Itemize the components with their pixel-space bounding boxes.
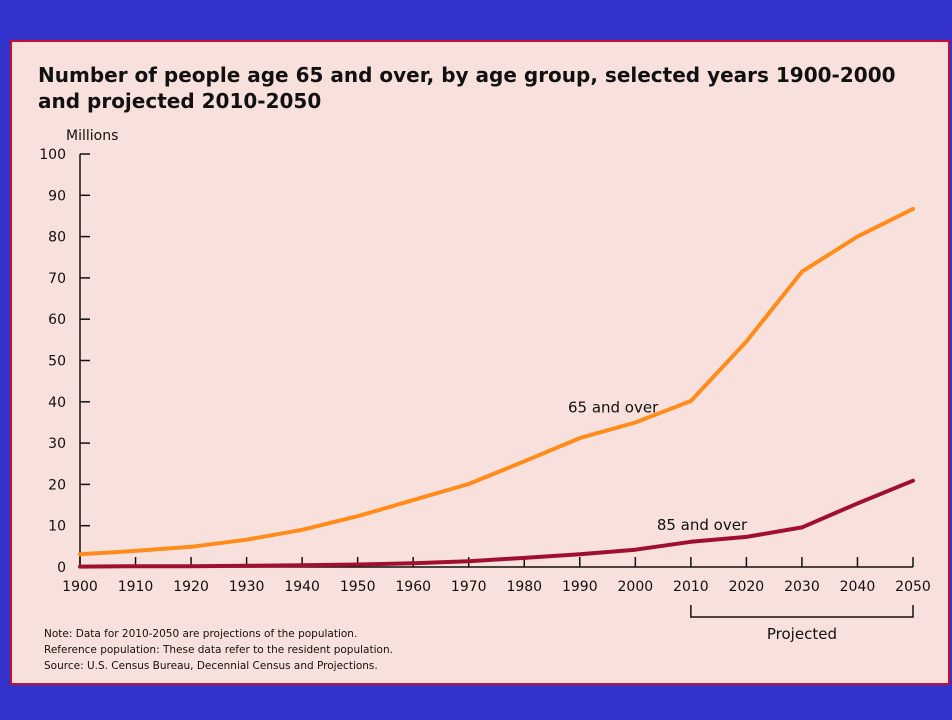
projected-bracket bbox=[690, 605, 914, 618]
y-tick-label: 20 bbox=[48, 477, 66, 493]
x-tick-label: 1900 bbox=[62, 579, 98, 595]
note-line: Note: Data for 2010-2050 are projections… bbox=[44, 628, 358, 640]
x-tick-label: 1980 bbox=[506, 579, 542, 595]
x-tick-label: 2020 bbox=[729, 579, 765, 595]
x-tick-label: 2010 bbox=[673, 579, 709, 595]
projected-label: Projected bbox=[767, 625, 837, 643]
x-tick-label: 2030 bbox=[784, 579, 820, 595]
y-tick-label: 60 bbox=[48, 312, 66, 328]
y-axis-label: Millions bbox=[66, 128, 119, 144]
x-tick-label: 1910 bbox=[118, 579, 154, 595]
y-tick-label: 0 bbox=[57, 560, 66, 576]
y-tick-label: 50 bbox=[48, 354, 66, 370]
x-tick-label: 1970 bbox=[451, 579, 487, 595]
y-tick-label: 100 bbox=[39, 147, 66, 163]
series-label-85-and-over: 85 and over bbox=[657, 516, 748, 534]
reference-line: Reference population: These data refer t… bbox=[44, 644, 393, 656]
x-tick-label: 1940 bbox=[284, 579, 320, 595]
y-tick-label: 30 bbox=[48, 436, 66, 452]
source-line: Source: U.S. Census Bureau, Decennial Ce… bbox=[44, 660, 378, 672]
x-tick-label: 2000 bbox=[618, 579, 654, 595]
series-line-65-and-over bbox=[78, 206, 915, 557]
x-tick-label: 1920 bbox=[173, 579, 209, 595]
x-tick-label: 1960 bbox=[395, 579, 431, 595]
chart-panel bbox=[10, 40, 950, 685]
y-tick-label: 90 bbox=[48, 188, 66, 204]
chart-notes: Note: Data for 2010-2050 are projections… bbox=[44, 626, 393, 674]
series-label-65-and-over: 65 and over bbox=[568, 398, 659, 416]
x-tick-label: 1930 bbox=[229, 579, 265, 595]
y-tick-label: 10 bbox=[48, 519, 66, 535]
y-tick-label: 80 bbox=[48, 230, 66, 246]
y-tick-label: 70 bbox=[48, 271, 66, 287]
y-tick-label: 40 bbox=[48, 395, 66, 411]
x-tick-label: 1990 bbox=[562, 579, 598, 595]
x-tick-label: 1950 bbox=[340, 579, 376, 595]
x-tick-label: 2040 bbox=[840, 579, 876, 595]
series-line-85-and-over bbox=[78, 478, 915, 569]
x-tick-label: 2050 bbox=[895, 579, 931, 595]
chart-title: Number of people age 65 and over, by age… bbox=[38, 63, 896, 113]
